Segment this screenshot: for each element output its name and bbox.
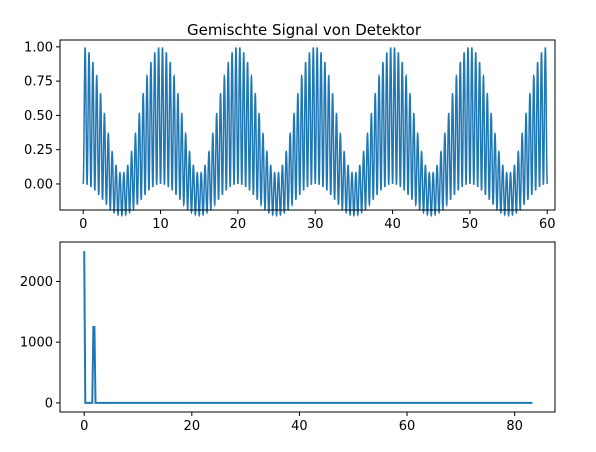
bottom-y-tick-label: 1000 — [20, 336, 53, 351]
top-y-tick-label: 0.25 — [24, 143, 53, 158]
bottom-axes-frame — [59, 241, 556, 413]
bottom-x-tick-label: 60 — [399, 419, 416, 434]
top-x-tick-label: 60 — [539, 217, 556, 232]
top-axes-frame — [59, 39, 556, 211]
bottom-x-tick-label: 40 — [291, 419, 308, 434]
subplot-top: Gemischte Signal von Detektor 0 10 20 30 40 5… — [24, 21, 555, 232]
top-y-tick-label: 0.00 — [24, 177, 53, 192]
bottom-plot-area — [83, 251, 533, 404]
top-x-tick-label: 20 — [230, 217, 247, 232]
top-x-tick-label: 50 — [462, 217, 479, 232]
top-y-axis: 0.00 0.25 0.50 0.75 1.00 — [24, 40, 60, 192]
top-x-tick-label: 30 — [307, 217, 324, 232]
bottom-x-tick-label: 0 — [80, 419, 88, 434]
top-signal-line — [82, 47, 549, 218]
top-x-tick-label: 10 — [152, 217, 169, 232]
top-x-tick-label: 0 — [79, 217, 87, 232]
bottom-y-axis: 0 1000 2000 — [20, 275, 60, 411]
top-x-axis: 0 10 20 30 40 50 60 — [79, 210, 556, 232]
bottom-spectrum-line — [83, 251, 533, 404]
bottom-x-tick-label: 80 — [506, 419, 523, 434]
top-x-tick-label: 40 — [384, 217, 401, 232]
chart-title: Gemischte Signal von Detektor — [187, 21, 422, 39]
bottom-x-axis: 0 20 40 60 80 — [80, 412, 523, 434]
top-y-tick-label: 0.50 — [24, 109, 53, 124]
top-y-tick-label: 1.00 — [24, 40, 53, 55]
top-plot-area — [82, 47, 549, 218]
bottom-y-tick-label: 2000 — [20, 275, 53, 290]
top-y-tick-label: 0.75 — [24, 75, 53, 90]
bottom-y-tick-label: 0 — [45, 396, 53, 411]
bottom-x-tick-label: 20 — [184, 419, 201, 434]
subplot-bottom: 0 20 40 60 80 0 1000 2000 — [20, 241, 556, 434]
